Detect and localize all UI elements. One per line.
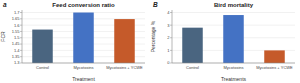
x-tick-label: Control bbox=[36, 65, 49, 70]
y-axis-label: Percentage % bbox=[150, 20, 156, 52]
y-tick-label: 1.35 bbox=[12, 54, 21, 59]
y-axis-label: FCR bbox=[0, 31, 6, 42]
y-tick-label: 1.55 bbox=[12, 29, 21, 34]
y-tick-label: 1.3 bbox=[14, 60, 20, 65]
y-tick-label: 1.45 bbox=[12, 41, 21, 46]
x-tick-label: Mycotoxins bbox=[223, 65, 243, 70]
x-tick-label: Mycotoxins + YCWE bbox=[256, 65, 293, 70]
x-axis-label: Treatment bbox=[72, 76, 95, 82]
title: Feed conversion ratio bbox=[52, 2, 115, 8]
panel: aFeed conversion ratio1.31.351.41.451.51… bbox=[0, 1, 145, 82]
y-tick-label: 1.6 bbox=[14, 23, 20, 28]
chart-root: aFeed conversion ratio1.31.351.41.451.51… bbox=[0, 0, 300, 83]
x-tick-label: Mycotoxins + YCWE bbox=[106, 65, 143, 70]
y-axis bbox=[172, 10, 173, 63]
y-tick-label: 4 bbox=[167, 10, 170, 15]
y-tick-label: 1.5 bbox=[14, 35, 20, 40]
y-tick-label: 1.65 bbox=[12, 16, 21, 21]
bars bbox=[182, 15, 285, 63]
x-axis-label: Treatments bbox=[221, 76, 247, 82]
bars bbox=[32, 13, 135, 63]
y-tick-label: 0 bbox=[167, 60, 170, 65]
bar bbox=[32, 30, 53, 63]
x-axis bbox=[172, 63, 295, 64]
bar bbox=[223, 15, 244, 63]
x-axis bbox=[22, 63, 145, 64]
x-tick-label: Control bbox=[186, 65, 199, 70]
panel: B Bird mortality 0 1 2 3 4 Control Mycotoxins Myc… bbox=[150, 1, 295, 82]
grid-line bbox=[172, 12, 295, 13]
y-tick-label: 2 bbox=[167, 35, 170, 40]
title: Bird mortality bbox=[214, 2, 254, 8]
bar bbox=[73, 13, 94, 63]
x-tick-label: Mycotoxins bbox=[73, 65, 93, 70]
bar bbox=[114, 19, 135, 63]
y-tick-label: 3 bbox=[167, 23, 170, 28]
y-axis bbox=[22, 10, 23, 63]
panel-label: a bbox=[3, 1, 7, 8]
panel-label: B bbox=[153, 1, 158, 8]
bar bbox=[182, 28, 203, 63]
y-tick-label: 1.7 bbox=[14, 10, 20, 15]
bar bbox=[264, 50, 285, 63]
y-tick-label: 1.4 bbox=[14, 48, 20, 53]
y-tick-label: 1 bbox=[167, 48, 170, 53]
